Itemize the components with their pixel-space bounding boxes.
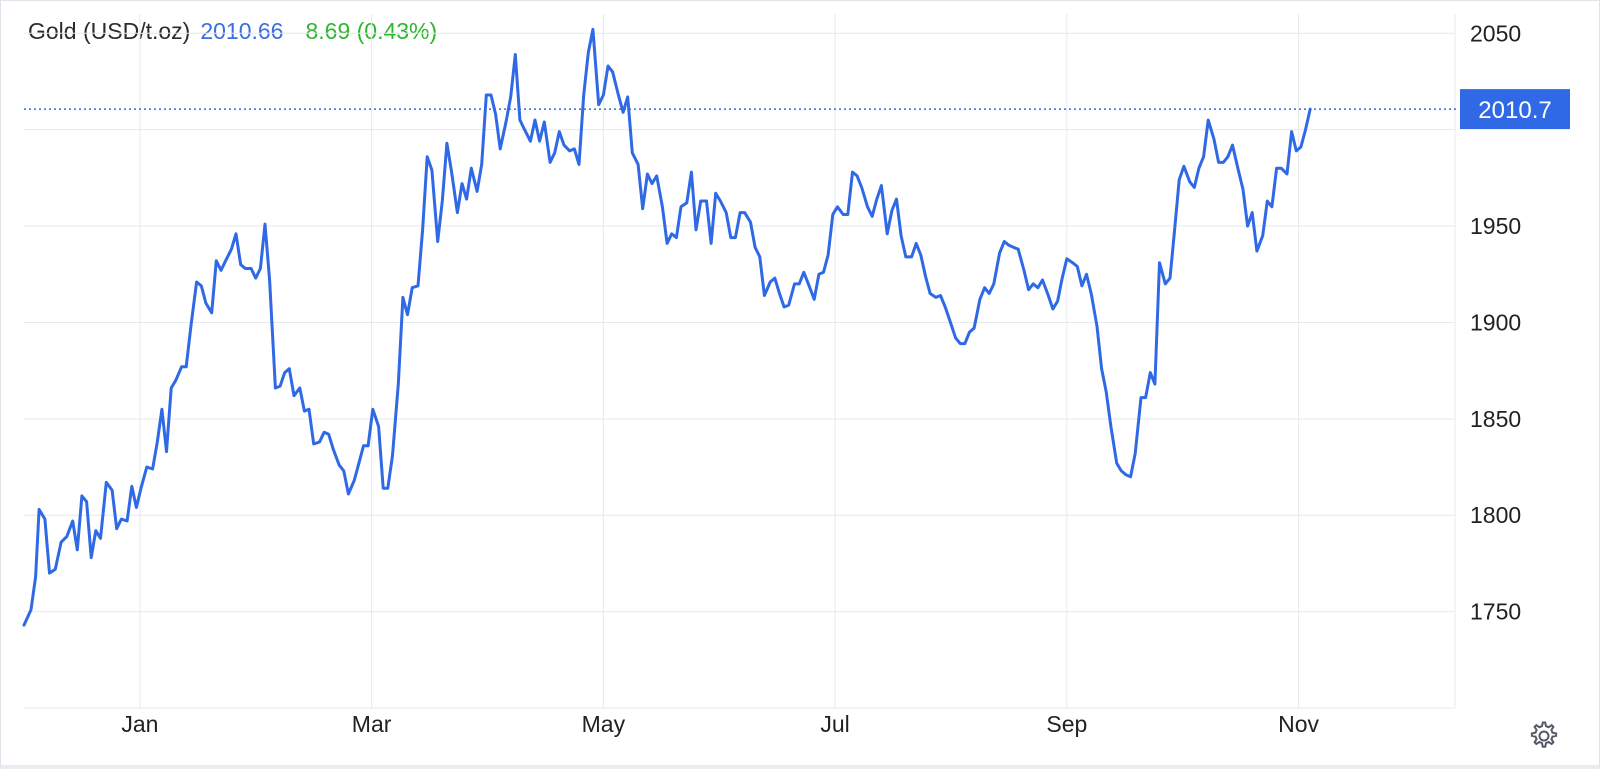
x-tick-label: Sep bbox=[1046, 711, 1087, 737]
x-tick-label: Jul bbox=[820, 711, 849, 737]
current-price: 2010.66 bbox=[200, 17, 284, 44]
y-tick-label: 1900 bbox=[1470, 309, 1521, 335]
last-value-label: 2010.7 bbox=[1478, 97, 1551, 124]
instrument-title: Gold (USD/t.oz) bbox=[28, 17, 191, 44]
price-series-line bbox=[22, 27, 1312, 627]
y-tick-label: 2050 bbox=[1470, 20, 1521, 46]
x-tick-label: Mar bbox=[352, 711, 392, 737]
x-tick-label: Jan bbox=[121, 711, 158, 737]
x-tick-label: Nov bbox=[1278, 711, 1319, 737]
y-tick-label: 1750 bbox=[1470, 599, 1521, 625]
last-value-badge bbox=[1460, 89, 1570, 130]
y-tick-label: 1950 bbox=[1470, 213, 1521, 239]
y-tick-label: 1850 bbox=[1470, 406, 1521, 432]
gear-icon[interactable] bbox=[1527, 719, 1561, 753]
x-tick-label: May bbox=[582, 711, 626, 737]
y-tick-label: 1800 bbox=[1470, 502, 1521, 528]
